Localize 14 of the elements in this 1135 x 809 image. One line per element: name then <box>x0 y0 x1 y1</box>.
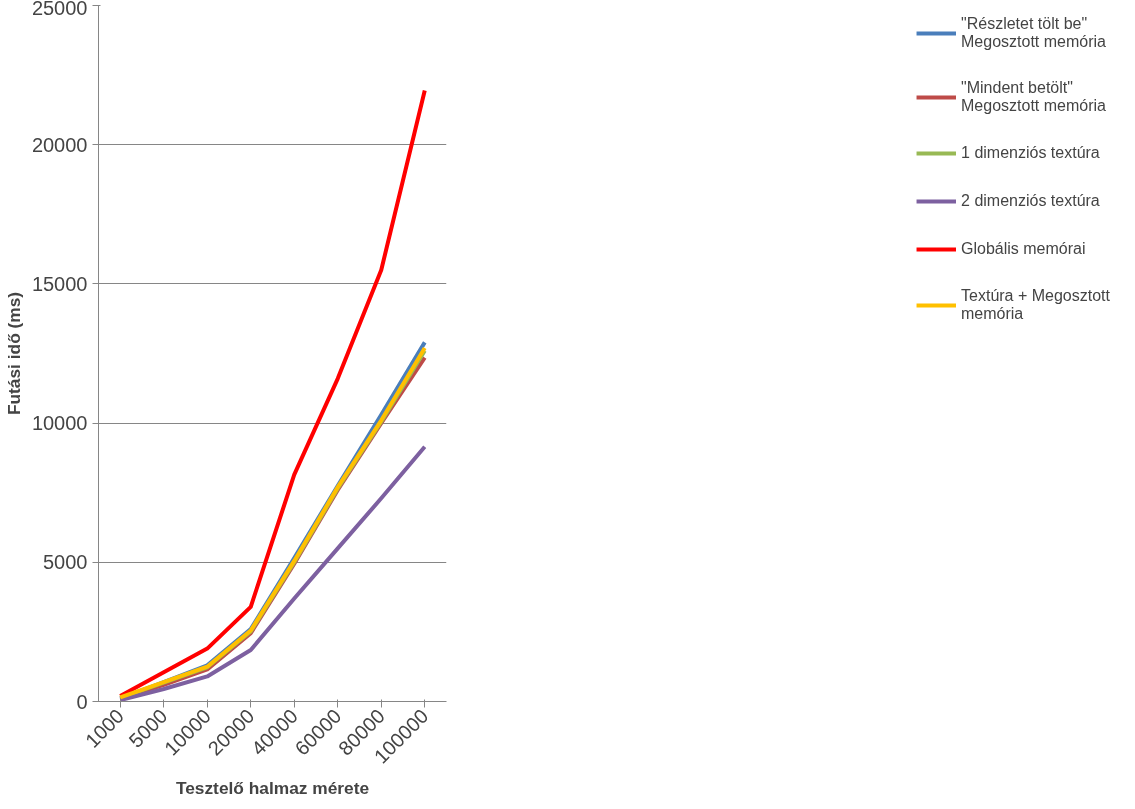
y-tick-label: 10000 <box>31 412 88 435</box>
y-tick-label: 15000 <box>31 272 88 295</box>
legend-label: Globális memórai <box>961 240 1086 258</box>
y-tick-label: 0 <box>76 690 88 713</box>
legend-label: Textúra + Megosztott memória <box>961 287 1110 323</box>
y-tick-label: 20000 <box>31 133 88 156</box>
y-tick-label: 5000 <box>43 551 88 574</box>
y-tick-label: 25000 <box>31 0 88 19</box>
x-axis-title: Tesztelő halmaz mérete <box>175 777 370 798</box>
legend-label: "Részletet tölt be" Megosztott memória <box>961 15 1106 51</box>
y-axis-title: Futási idő (ms) <box>3 291 24 416</box>
legend-label: "Mindent betölt" Megosztott memória <box>961 79 1106 115</box>
legend-label: 1 dimenziós textúra <box>961 144 1100 162</box>
legend-label: 2 dimenziós textúra <box>961 192 1100 210</box>
